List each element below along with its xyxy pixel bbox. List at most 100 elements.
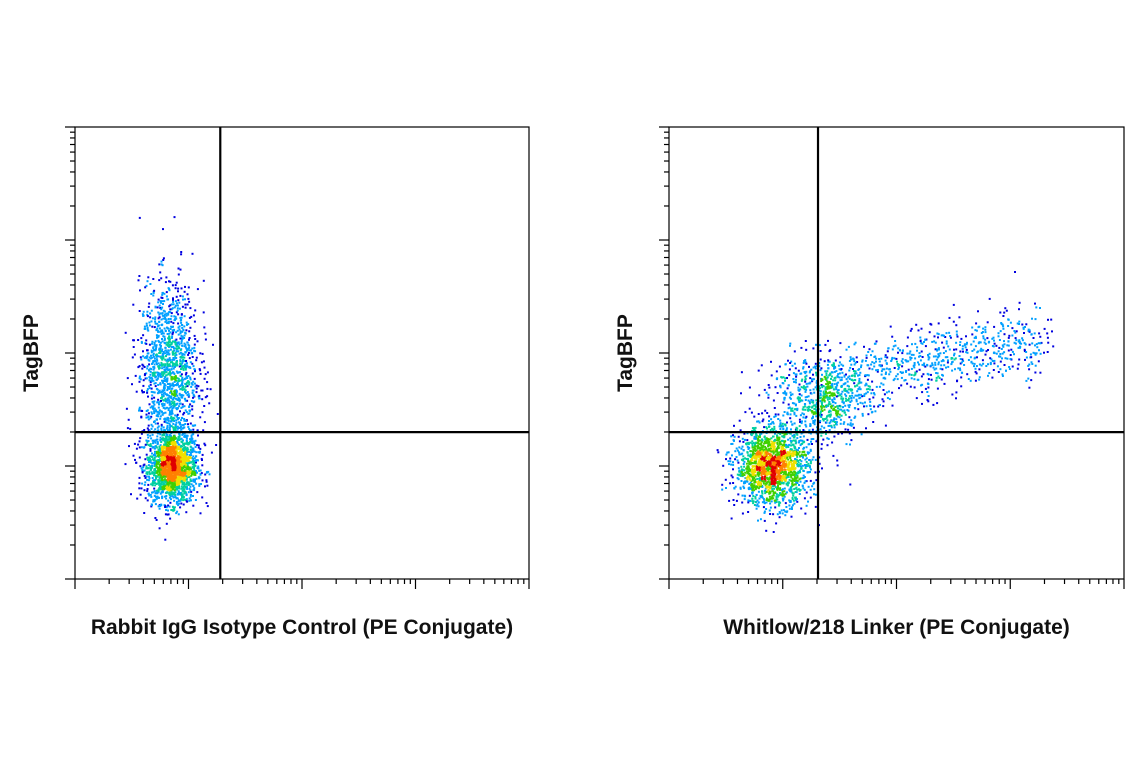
event-dot: [202, 279, 205, 282]
event-dot: [794, 460, 797, 463]
event-dot: [184, 363, 186, 366]
event-dot: [187, 366, 190, 369]
event-dot: [138, 375, 141, 378]
event-dot: [774, 501, 777, 504]
event-dot: [167, 407, 170, 410]
event-dot: [153, 326, 156, 329]
event-dot: [795, 458, 798, 461]
event-dot: [160, 277, 163, 280]
event-dot: [753, 452, 756, 455]
event-dot: [156, 441, 159, 443]
event-dot: [176, 341, 179, 344]
event-dot: [147, 429, 150, 432]
event-dot: [157, 311, 160, 314]
event-dot: [160, 403, 163, 406]
event-dot: [184, 423, 187, 425]
event-dot: [159, 415, 162, 418]
event-dot: [155, 347, 157, 350]
event-dot: [162, 484, 165, 487]
event-dot: [758, 466, 761, 469]
event-dot: [153, 373, 156, 376]
event-dot: [186, 474, 189, 477]
event-dot: [167, 509, 169, 512]
event-dot: [809, 448, 812, 451]
event-dot: [156, 388, 159, 391]
event-dot: [152, 391, 155, 394]
event-dot: [163, 314, 166, 317]
event-dot: [190, 454, 193, 457]
event-dot: [154, 371, 157, 374]
event-dot: [190, 315, 193, 318]
event-dot: [168, 427, 171, 430]
event-dot: [182, 442, 185, 445]
event-dot: [799, 439, 802, 442]
event-dot: [177, 468, 180, 471]
event-dot: [169, 280, 172, 283]
event-dot: [163, 387, 166, 389]
event-dot: [147, 464, 150, 467]
event-dot: [167, 345, 170, 347]
event-dot: [766, 441, 769, 444]
event-dot: [183, 435, 186, 438]
event-dot: [160, 469, 163, 472]
event-dot: [189, 448, 192, 451]
event-dot: [153, 412, 156, 414]
event-dot: [162, 467, 165, 469]
event-dot: [743, 474, 746, 476]
event-dot: [163, 300, 166, 303]
event-dot: [147, 412, 150, 415]
event-dot: [164, 352, 167, 355]
event-dot: [172, 303, 175, 306]
event-dot: [187, 353, 190, 356]
event-dot: [175, 353, 178, 356]
event-dot: [769, 454, 772, 457]
event-dot: [163, 469, 166, 472]
event-dot: [160, 429, 163, 432]
event-dot: [789, 457, 792, 459]
event-dot: [196, 288, 199, 291]
event-dot: [804, 480, 807, 483]
event-dot: [768, 415, 771, 418]
event-dot: [180, 406, 183, 409]
event-dot: [191, 470, 194, 473]
event-dot: [172, 474, 175, 477]
event-dot: [165, 374, 168, 377]
event-dot: [156, 443, 159, 445]
event-dot: [188, 357, 191, 360]
event-dot: [194, 338, 197, 340]
event-dot: [150, 415, 153, 418]
event-dot: [756, 486, 759, 489]
event-dot: [189, 493, 192, 496]
event-dot: [169, 451, 172, 454]
event-dot: [779, 487, 782, 490]
event-dot: [148, 475, 150, 478]
event-dot: [199, 416, 202, 419]
event-dot: [802, 470, 805, 472]
event-dot: [164, 538, 167, 541]
event-dot: [188, 405, 191, 408]
event-dot: [756, 452, 758, 455]
event-dot: [199, 512, 202, 515]
event-dot: [757, 437, 760, 440]
event-dot: [733, 487, 736, 490]
event-dot: [170, 343, 173, 346]
event-dot: [751, 500, 754, 503]
event-dot: [160, 466, 163, 469]
event-dot: [779, 477, 782, 480]
event-dot: [147, 458, 150, 461]
event-dot: [208, 473, 211, 476]
event-dot: [143, 469, 146, 472]
event-dot: [192, 365, 195, 368]
event-dot: [166, 353, 169, 356]
event-dot: [770, 446, 773, 449]
event-dot: [769, 502, 772, 505]
event-dot: [173, 441, 176, 444]
event-dot: [187, 470, 190, 473]
event-dot: [151, 356, 154, 359]
event-dot: [753, 443, 756, 446]
event-dot: [137, 279, 140, 282]
event-dot: [785, 506, 788, 508]
event-dot: [165, 276, 168, 279]
event-dot: [784, 514, 787, 517]
event-dot: [779, 423, 782, 426]
